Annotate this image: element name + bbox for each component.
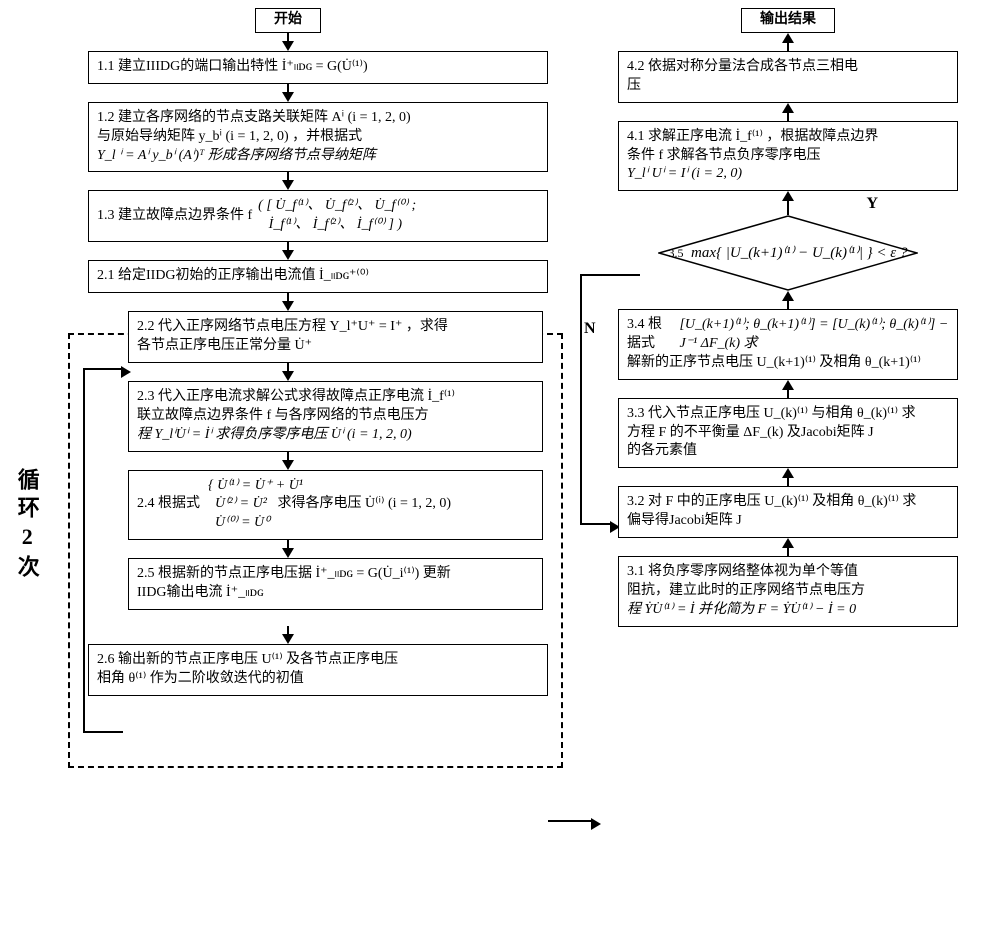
start-node: 开始	[255, 8, 321, 33]
step-text: 条件 f 求解各节点负序零序电压	[627, 148, 821, 163]
step-2-6: 2.6 输出新的节点正序电压 U⁽¹⁾ 及各节点正序电压 相角 θ⁽¹⁾ 作为二…	[88, 644, 548, 696]
step-text: 阻抗，建立此时的正序网络节点电压方	[627, 583, 865, 598]
step-1-2: 1.2 建立各序网络的节点支路关联矩阵 Aⁱ (i = 1, 2, 0) 与原始…	[88, 102, 548, 173]
loop-line	[83, 368, 85, 733]
step-text: 3.4 根据式	[627, 316, 675, 354]
loop-label: 循环2次	[12, 468, 42, 583]
step-3-4: 3.4 根据式 [U_(k+1)⁽¹⁾; θ_(k+1)⁽¹⁾] = [U_(k…	[618, 309, 958, 380]
step-text: 程 ẎU̇⁽¹⁾ = İ 并化简为 F = ẎU̇⁽¹⁾ − İ = 0	[627, 602, 856, 617]
step-text: Y_lⁱ Uⁱ = Iⁱ (i = 2, 0)	[627, 166, 742, 181]
step-text: 2.6 输出新的节点正序电压 U⁽¹⁾ 及各节点正序电压	[97, 652, 398, 667]
right-column: 输出结果 4.2 依据对称分量法合成各节点三相电 压 4.1 求解正序电流 İ_…	[598, 8, 978, 627]
decision-3-5: 3.5 max{ |U_(k+1)⁽¹⁾ − U_(k)⁽¹⁾| } < ε ?	[658, 215, 918, 291]
arrow-to-right	[591, 815, 601, 834]
step-text: 1.1 建立IIIDG的端口输出特性 İ⁺ₗₗᴅɢ = G(U̇⁽¹⁾)	[97, 59, 368, 74]
step-text: 2.1 给定IIDG初始的正序输出电流值 İ_ₗₗᴅɢ⁺⁽⁰⁾	[97, 268, 369, 283]
step-text: IIDG输出电流 İ⁺_ₗₗᴅɢ	[137, 585, 263, 600]
step-text: 的各元素值	[627, 443, 697, 458]
step-text: 1.3 建立故障点边界条件 f	[97, 207, 252, 226]
flowchart: 开始 1.1 建立IIIDG的端口输出特性 İ⁺ₗₗᴅɢ = G(U̇⁽¹⁾) …	[8, 8, 992, 696]
step-text: 解新的正序节点电压 U_(k+1)⁽¹⁾ 及相角 θ_(k+1)⁽¹⁾	[627, 355, 921, 370]
step-text: 2.4 根据式	[137, 495, 200, 514]
step-2-1: 2.1 给定IIDG初始的正序输出电流值 İ_ₗₗᴅɢ⁺⁽⁰⁾	[88, 260, 548, 293]
step-text: Y_l ⁱ = Aⁱ y_bⁱ (Aⁱ)ᵀ 形成各序网络节点导纳矩阵	[97, 148, 376, 163]
step-text: 与原始导纳矩阵 y_bⁱ (i = 1, 2, 0) ，并根据式	[97, 129, 362, 144]
step-text: 2.2 代入正序网络节点电压方程 Y_l⁺U⁺ = I⁺ ，求得	[137, 319, 448, 334]
step-4-1: 4.1 求解正序电流 İ_f⁽¹⁾ ，根据故障点边界 条件 f 求解各节点负序零…	[618, 121, 958, 192]
step-text: 联立故障点边界条件 f 与各序网络的节点电压方	[137, 408, 429, 423]
step-2-2: 2.2 代入正序网络节点电压方程 Y_l⁺U⁺ = I⁺ ，求得 各节点正序电压…	[128, 311, 543, 363]
step-2-4: 2.4 根据式 { U̇⁽¹⁾ = U̇⁺ + U̇¹ U̇⁽²⁾ = U̇² …	[128, 470, 543, 541]
step-text: 方程 F 的不平衡量 ΔF_(k) 及Jacobi矩阵 J	[627, 425, 874, 440]
step-3-3: 3.3 代入节点正序电压 U_(k)⁽¹⁾ 与相角 θ_(k)⁽¹⁾ 求 方程 …	[618, 398, 958, 469]
step-3-2: 3.2 对 F 中的正序电压 U_(k)⁽¹⁾ 及相角 θ_(k)⁽¹⁾ 求 偏…	[618, 486, 958, 538]
step-1-3: 1.3 建立故障点边界条件 f ( [ U̇_f⁽¹⁾、 U̇_f⁽²⁾、 U̇…	[88, 190, 548, 242]
no-label: N	[584, 318, 596, 340]
end-node: 输出结果	[741, 8, 835, 33]
step-2-3: 2.3 代入正序电流求解公式求得故障点正序电流 İ_f⁽¹⁾ 联立故障点边界条件…	[128, 381, 543, 452]
step-text: 1.2 建立各序网络的节点支路关联矩阵 Aⁱ (i = 1, 2, 0)	[97, 110, 411, 125]
step-3-1: 3.1 将负序零序网络整体视为单个等值 阻抗，建立此时的正序网络节点电压方 程 …	[618, 556, 958, 627]
step-text: 偏导得Jacobi矩阵 J	[627, 513, 742, 528]
step-text: 压	[627, 78, 641, 93]
step-text: 相角 θ⁽¹⁾ 作为二阶收敛迭代的初值	[97, 671, 304, 686]
yes-label: Y	[866, 193, 878, 215]
step-text: 4.1 求解正序电流 İ_f⁽¹⁾ ，根据故障点边界	[627, 129, 878, 144]
step-text: 3.3 代入节点正序电压 U_(k)⁽¹⁾ 与相角 θ_(k)⁽¹⁾ 求	[627, 406, 916, 421]
step-text: 2.3 代入正序电流求解公式求得故障点正序电流 İ_f⁽¹⁾	[137, 389, 455, 404]
step-text: 4.2 依据对称分量法合成各节点三相电	[627, 59, 858, 74]
step-text: 各节点正序电压正常分量 U̇⁺	[137, 338, 312, 353]
step-4-2: 4.2 依据对称分量法合成各节点三相电 压	[618, 51, 958, 103]
step-text: 3.1 将负序零序网络整体视为单个等值	[627, 564, 858, 579]
step-text: 程 Y_lⁱU̇ⁱ = İⁱ 求得负序零序电压 U̇ⁱ (i = 1, 2, 0…	[137, 427, 412, 442]
step-text: 3.2 对 F 中的正序电压 U_(k)⁽¹⁾ 及相角 θ_(k)⁽¹⁾ 求	[627, 494, 916, 509]
step-2-5: 2.5 根据新的节点正序电压据 İ⁺_ₗₗᴅɢ = G(U̇_i⁽¹⁾) 更新 …	[128, 558, 543, 610]
step-1-1: 1.1 建立IIIDG的端口输出特性 İ⁺ₗₗᴅɢ = G(U̇⁽¹⁾)	[88, 51, 548, 84]
step-text: 2.5 根据新的节点正序电压据 İ⁺_ₗₗᴅɢ = G(U̇_i⁽¹⁾) 更新	[137, 566, 451, 581]
left-column: 开始 1.1 建立IIIDG的端口输出特性 İ⁺ₗₗᴅɢ = G(U̇⁽¹⁾) …	[8, 8, 568, 696]
